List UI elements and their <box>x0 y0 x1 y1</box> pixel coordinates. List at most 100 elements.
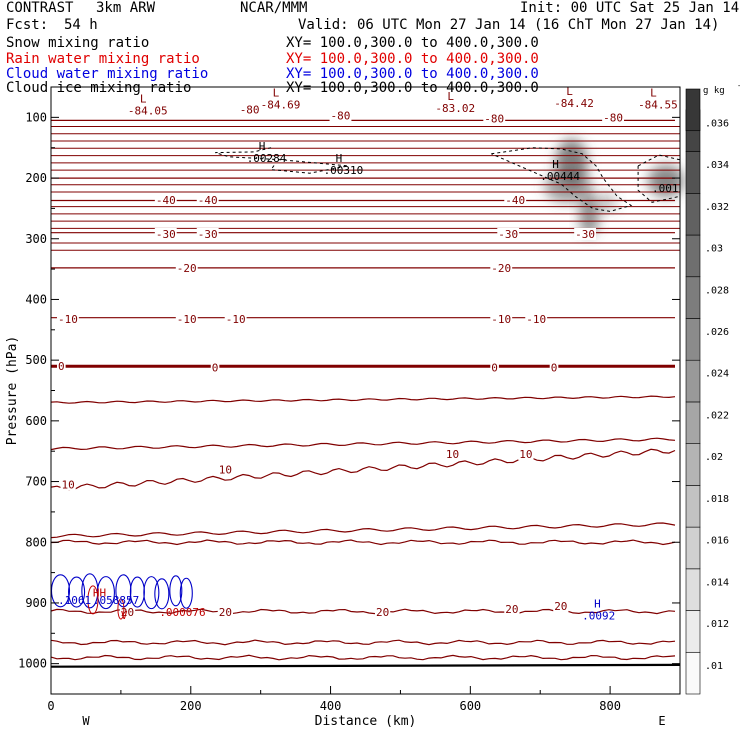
isotherm-label-bg <box>224 312 247 325</box>
y-tick-label: 800 <box>25 535 47 549</box>
isotherm-label-bg <box>56 312 79 325</box>
isotherm-label-bg <box>217 463 233 476</box>
isotherm-label-bg <box>490 312 513 325</box>
x-tick-label: 0 <box>47 699 54 713</box>
colorbar-segment <box>685 234 701 278</box>
isotherm-label: -10 <box>177 313 197 326</box>
extremum-value: -84.55 <box>638 98 678 111</box>
colorbar-segment <box>685 88 701 132</box>
extremum-letter: L <box>273 86 280 99</box>
colorbar-segment <box>685 193 701 236</box>
colorbar-label: .03 <box>705 244 723 255</box>
near-surface-label: .058857 <box>93 594 139 607</box>
isotherm-label-bg <box>154 193 177 206</box>
isotherm-label: -40 <box>198 194 218 207</box>
isotherm-label-bg <box>490 361 499 374</box>
cloud-water-contour <box>154 578 170 610</box>
isotherm-label-bg <box>175 261 198 274</box>
colorbar: .01 .012 .014 .016 .018 .02 .022 .024 .026 .028 .0… <box>685 82 740 695</box>
org-name: NCAR/MMM <box>240 0 308 16</box>
isotherm-line <box>50 539 676 546</box>
extremum-letter: L <box>447 90 454 103</box>
isotherm-label: -20 <box>491 262 511 275</box>
fcst-label: Fcst: <box>6 17 49 33</box>
near-surface-label: .000076 <box>159 606 205 619</box>
isotherm-label: -40 <box>156 194 176 207</box>
field-name-cloud-ice: Cloud ice mixing ratio <box>6 80 192 96</box>
y-tick-label: 400 <box>25 292 47 306</box>
isotherm-line <box>50 522 676 539</box>
y-tick-label: 200 <box>25 171 47 185</box>
colorbar-segment <box>685 485 701 528</box>
extremum-value: -84.42 <box>554 97 594 110</box>
colorbar-label: .01 <box>705 661 723 672</box>
colorbar-label: .026 <box>705 327 729 338</box>
near-surface-label: HH <box>93 587 106 600</box>
colorbar-label: .034 <box>705 160 729 171</box>
extremum-value: .00444 <box>540 170 580 183</box>
isotherm-label: 10 <box>219 463 232 476</box>
rain-contour <box>87 585 99 615</box>
cloud-water-contour <box>143 576 160 610</box>
snow-shade-blob <box>596 192 617 213</box>
x-tick-label: 200 <box>180 699 202 713</box>
isotherm-label-bg <box>154 227 177 240</box>
isotherm-label: 10 <box>519 448 532 461</box>
colorbar-label: .012 <box>705 619 729 630</box>
colorbar-segment <box>685 401 701 444</box>
y-tick-label: 300 <box>25 232 47 246</box>
isotherm-label-bg <box>217 606 233 619</box>
isotherm-label: -20 <box>177 262 197 275</box>
isotherm-label-bg <box>444 448 461 461</box>
cloud-ice-contour <box>215 147 349 174</box>
isotherm-label-bg <box>483 112 506 125</box>
extremum-value: .001 <box>652 182 679 195</box>
isotherm-label: -30 <box>198 228 218 241</box>
isotherm-label: -80 <box>603 111 623 124</box>
isotherm-label-bg <box>374 606 391 619</box>
colorbar-label: .024 <box>705 369 729 380</box>
isotherm-labels: -40 -40 -40 -30 -30 -30 -30 -20 -20 -10 -10 -10 -10 -… <box>56 103 624 619</box>
isotherm-label: 20 <box>505 603 518 616</box>
isotherm-label-bg <box>497 227 520 240</box>
isotherm-label: 20 <box>376 606 389 619</box>
isotherm-label-bg <box>549 361 559 374</box>
fcst-value: 54 h <box>64 17 98 33</box>
extremum-letter: H <box>594 597 601 610</box>
snow-shade-blob <box>544 171 593 204</box>
extremum-letter: H <box>336 152 343 165</box>
y-tick-label: 900 <box>25 596 47 610</box>
isotherm-label-bg <box>56 360 66 373</box>
x-tick-label: 400 <box>320 699 342 713</box>
isotherm-label: -80 <box>331 110 351 123</box>
isotherm-label: -10 <box>58 313 78 326</box>
colorbar-segment <box>685 359 701 403</box>
isotherm-label: -40 <box>505 194 525 207</box>
isotherm-label: 0 <box>212 361 219 374</box>
field-xy-cloud-ice: XY= 100.0,300.0 to 400.0,300.0 <box>286 80 539 96</box>
near-surface-label: .1061 <box>58 594 91 607</box>
rain-contour <box>117 598 125 620</box>
isotherm-label-bg <box>490 261 513 274</box>
snow-shade-blob <box>648 165 685 198</box>
west-label: W <box>82 714 90 728</box>
y-tick-label: 600 <box>25 414 47 428</box>
isotherm-label-bg <box>504 603 520 616</box>
isotherm-label-bg <box>504 193 527 206</box>
extremum-value: .00310 <box>324 164 364 177</box>
colorbar-label: .02 <box>705 452 723 463</box>
isotherm-label-bg <box>518 448 534 461</box>
cloud-water-contour <box>169 575 183 607</box>
colorbar-label: .028 <box>705 285 729 296</box>
colorbar-segment <box>685 651 701 695</box>
isotherm-label: -80 <box>484 113 504 126</box>
isotherm-label: 10 <box>61 479 74 492</box>
extremum-letter: H <box>259 140 266 153</box>
isotherm-line <box>50 654 676 661</box>
isotherm-label-bg <box>196 193 219 206</box>
isotherm-label-bg <box>553 599 569 612</box>
x-tick-label: 600 <box>459 699 481 713</box>
